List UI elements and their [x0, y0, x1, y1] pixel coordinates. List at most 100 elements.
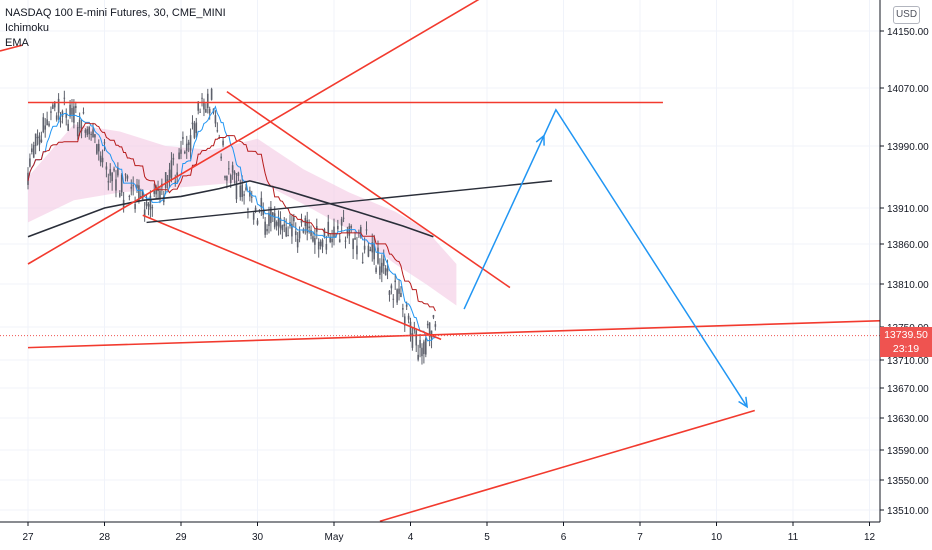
- candle-body: [147, 204, 150, 207]
- candle-body: [235, 180, 238, 200]
- candle-body: [279, 218, 282, 229]
- candle-body: [415, 330, 418, 346]
- candle-body: [206, 93, 209, 108]
- indicator-ichimoku-label[interactable]: Ichimoku: [5, 22, 50, 34]
- projection-arrow-down: [738, 396, 749, 409]
- trendline-stub: [0, 44, 23, 52]
- candle-body: [42, 117, 45, 133]
- candle-body: [94, 134, 96, 138]
- candle-body: [264, 221, 266, 235]
- candle-body: [141, 190, 144, 199]
- time-tick-label: 29: [175, 532, 187, 543]
- trendlines[interactable]: [0, 0, 908, 523]
- time-scale[interactable]: 27 28 29 30 May 4 5 6 7 10 11 12: [22, 522, 875, 543]
- time-tick-label: 4: [408, 532, 414, 543]
- time-tick-label: May: [325, 532, 344, 543]
- time-tick-label: 11: [788, 532, 799, 543]
- candle-body: [170, 160, 173, 178]
- candle-body: [329, 236, 331, 243]
- candle-body: [228, 168, 230, 170]
- candle-body: [50, 111, 52, 113]
- price-tick-label: 13860.00: [887, 240, 929, 251]
- candle-body: [340, 219, 343, 226]
- candle-body: [222, 140, 224, 146]
- candle-body: [67, 123, 69, 131]
- candle-body: [172, 157, 175, 160]
- candle-body: [203, 101, 205, 110]
- candle-body: [283, 224, 286, 227]
- time-tick-label: 30: [252, 532, 264, 543]
- candle-body: [132, 185, 134, 187]
- candle-body: [44, 125, 47, 130]
- candle-body: [256, 220, 259, 225]
- candle-body: [321, 239, 324, 248]
- price-tick-label: 13510.00: [887, 506, 929, 517]
- candle-body: [434, 324, 437, 327]
- cloud-area: [28, 124, 457, 306]
- candle-body: [220, 156, 222, 159]
- candle-body: [201, 97, 203, 99]
- candle-body: [97, 143, 100, 152]
- kijun-line: [27, 122, 436, 312]
- candle-body: [145, 201, 148, 206]
- candle-body: [184, 151, 186, 154]
- candle-body: [281, 225, 284, 231]
- projection-path[interactable]: [463, 108, 749, 409]
- candle-body: [52, 104, 54, 109]
- trendline-1[interactable]: [27, 319, 908, 349]
- candle-body: [361, 261, 364, 263]
- candle-body: [55, 115, 58, 120]
- time-tick-label: 10: [711, 532, 723, 543]
- currency-button[interactable]: USD: [893, 6, 920, 24]
- candle-body: [90, 133, 92, 135]
- candle-body: [273, 213, 276, 228]
- candle-body: [99, 155, 102, 163]
- trendline-6[interactable]: [379, 409, 755, 523]
- candle-body: [84, 130, 87, 133]
- candle-body: [168, 169, 171, 180]
- projection-line[interactable]: [463, 108, 748, 408]
- candle-body: [40, 139, 43, 143]
- tenkan-line: [27, 105, 436, 342]
- candle-body: [36, 136, 39, 139]
- bar-countdown: 23:19: [892, 343, 920, 355]
- time-tick-label: 6: [561, 532, 567, 543]
- indicator-ema-label[interactable]: EMA: [5, 37, 29, 49]
- candle-body: [425, 338, 427, 355]
- candle-body: [371, 242, 374, 253]
- candle-body: [233, 171, 236, 175]
- last-price-value: 13739.50: [884, 329, 928, 341]
- candle-body: [57, 98, 60, 113]
- candle-body: [229, 175, 232, 183]
- candle-body: [310, 229, 312, 236]
- symbol-title[interactable]: NASDAQ 100 E-mini Futures, 30, CME_MINI: [5, 7, 226, 19]
- price-tick-label: 13910.00: [887, 204, 929, 215]
- trendline-5[interactable]: [142, 214, 442, 341]
- candle-body: [350, 226, 353, 228]
- candle-body: [78, 119, 81, 129]
- trendline-3[interactable]: [27, 0, 510, 265]
- candle-body: [197, 101, 200, 111]
- last-price-tag: 13739.50 23:19: [880, 327, 932, 357]
- candle-body: [314, 237, 316, 245]
- candle-body: [243, 194, 245, 196]
- candle-body: [224, 175, 226, 178]
- price-tick-label: 13630.00: [887, 414, 929, 425]
- time-scale-bg[interactable]: [0, 522, 932, 550]
- candle-body: [63, 97, 66, 99]
- candle-body: [300, 219, 303, 223]
- candle-body: [423, 341, 425, 355]
- candle-body: [270, 207, 272, 224]
- candle-body: [294, 231, 297, 236]
- candle-body: [356, 245, 358, 255]
- candle-body: [53, 102, 56, 108]
- price-scale-bg[interactable]: [880, 0, 932, 522]
- candle-body: [86, 128, 89, 135]
- candle-body: [164, 172, 167, 188]
- price-tick-label: 13670.00: [887, 384, 929, 395]
- trendline-4[interactable]: [226, 90, 511, 289]
- candle-body: [231, 165, 234, 173]
- candle-body: [38, 135, 41, 145]
- candle-body: [76, 126, 79, 137]
